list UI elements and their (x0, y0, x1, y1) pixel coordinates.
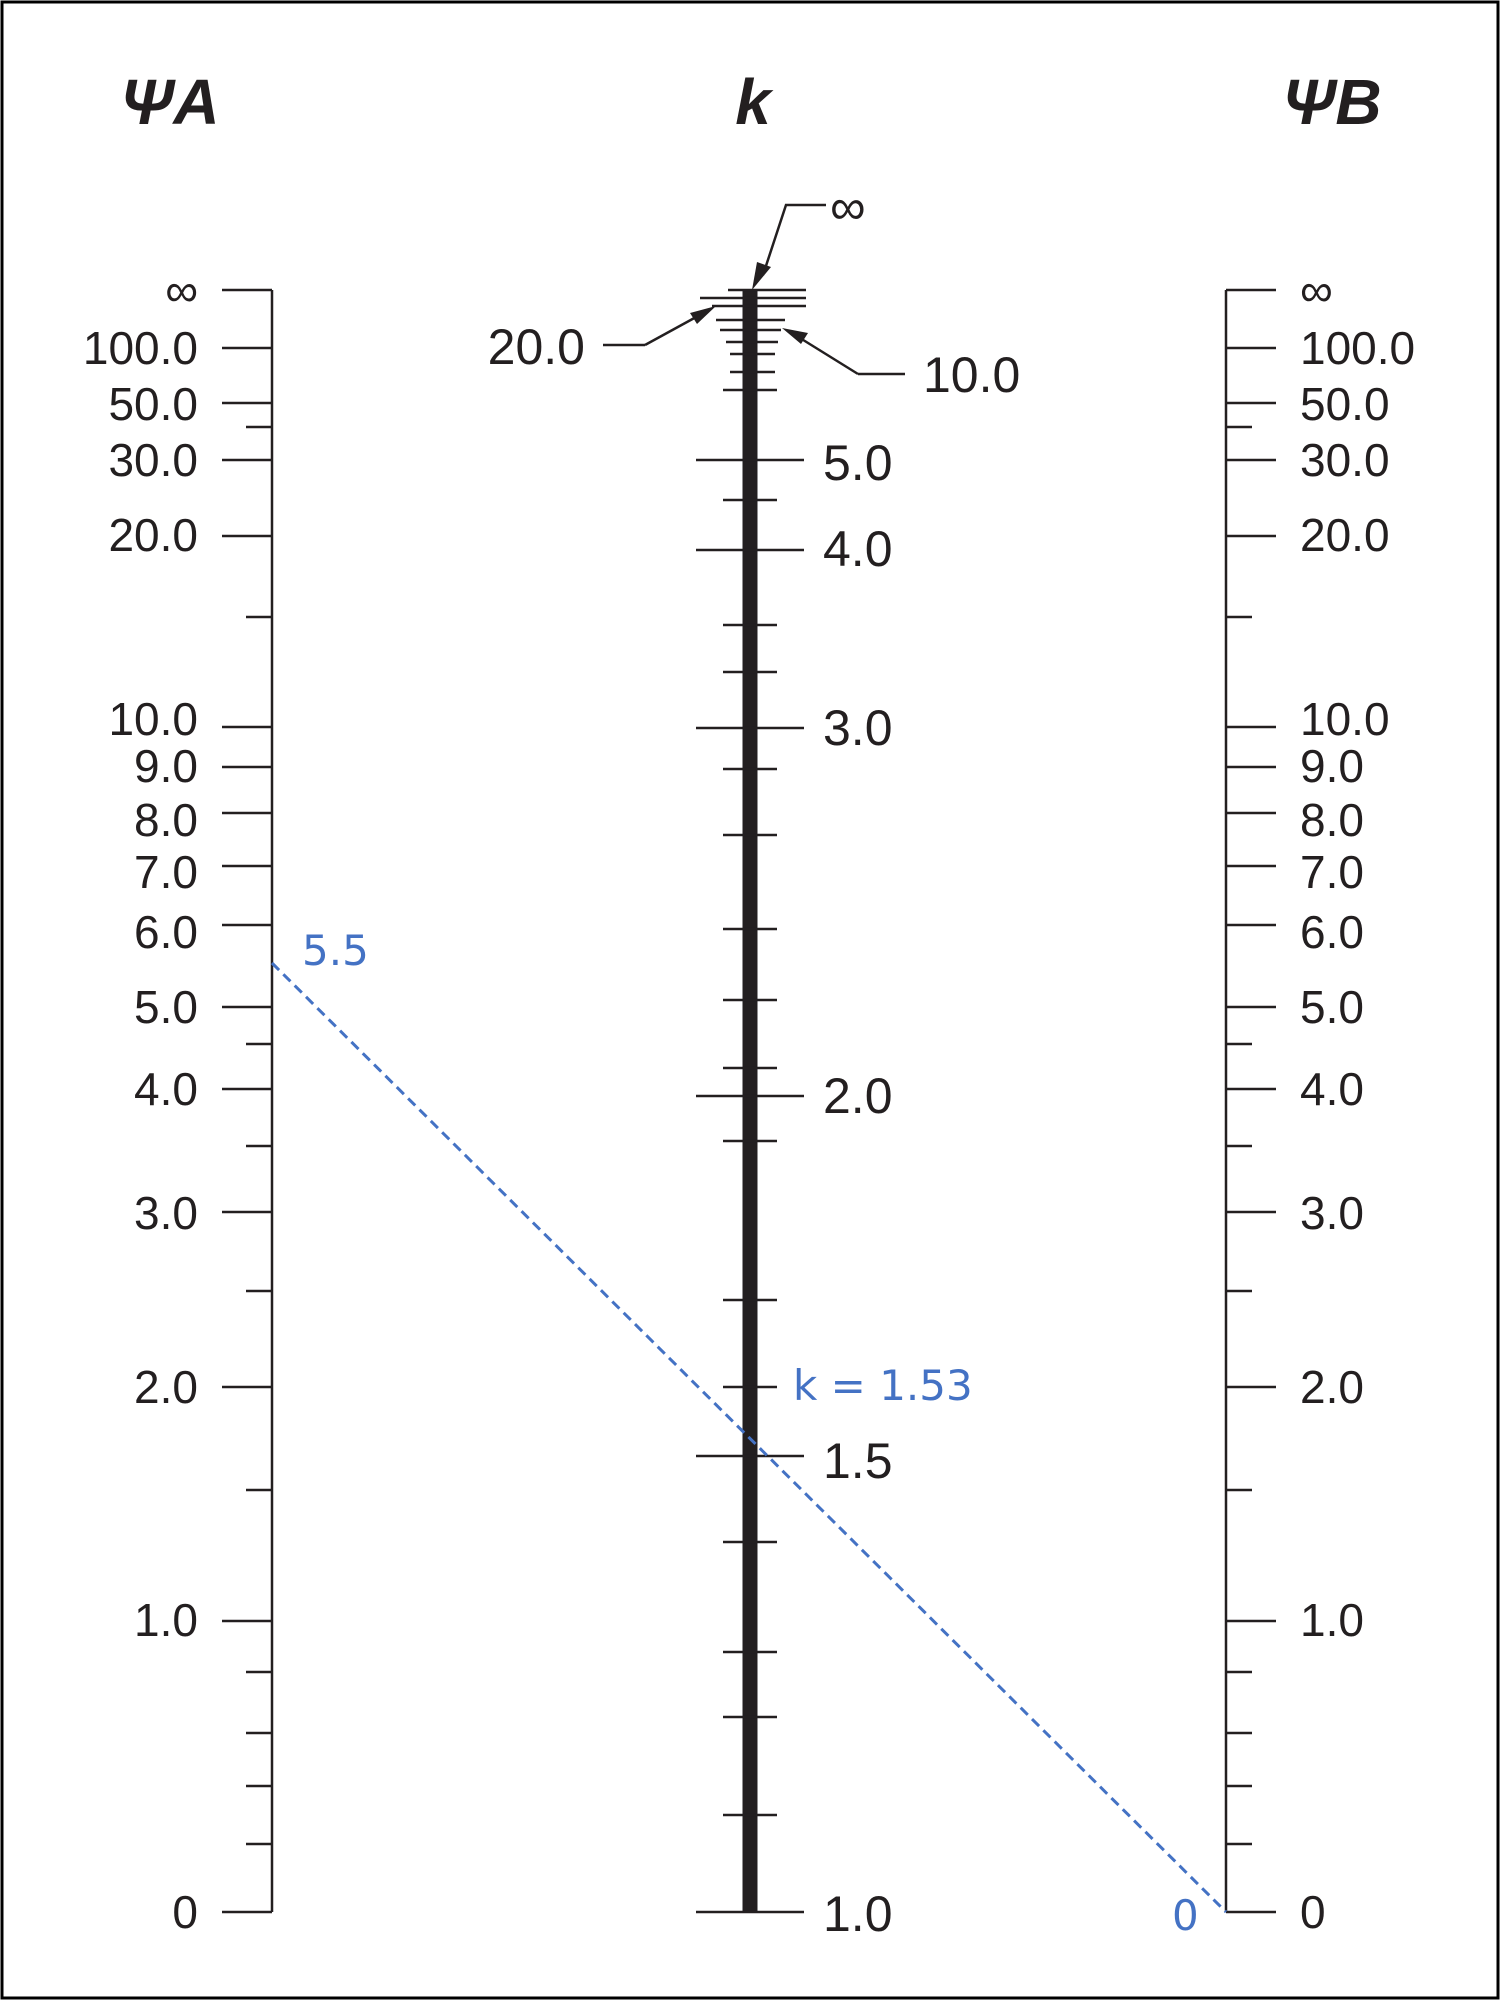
psi-b-label-3: 3.0 (1300, 1187, 1364, 1239)
psi-b-label-8: 8.0 (1300, 794, 1364, 846)
psi-a-label-inf: ∞ (165, 264, 198, 316)
k-label-1: 1.0 (823, 1886, 893, 1942)
psi-a-label-0: 0 (172, 1886, 198, 1938)
psi-b-label-6: 6.0 (1300, 906, 1364, 958)
k-label-4: 4.0 (823, 521, 893, 577)
psi-b-label-9: 9.0 (1300, 740, 1364, 792)
k-label-1-5: 1.5 (823, 1433, 893, 1489)
k-10-arrowhead (782, 328, 808, 344)
psi-a-label-5: 5.0 (134, 981, 198, 1033)
psi-a-label-20: 20.0 (108, 509, 198, 561)
k-callout-20: 20.0 (488, 319, 585, 375)
k-label-3: 3.0 (823, 700, 893, 756)
k-header: k (735, 66, 774, 138)
psi-b-label-20: 20.0 (1300, 509, 1390, 561)
psi-a-label-50: 50.0 (108, 378, 198, 430)
psi-a-axis: ∞ 100.0 50.0 30.0 20.0 10.0 9.0 8.0 7.0 … (83, 264, 274, 1938)
psi-b-label-5: 5.0 (1300, 981, 1364, 1033)
psi-b-label-50: 50.0 (1300, 378, 1390, 430)
psi-a-label-30: 30.0 (108, 434, 198, 486)
psi-b-label-4: 4.0 (1300, 1063, 1364, 1115)
psi-a-label-100: 100.0 (83, 322, 198, 374)
psi-a-label-10: 10.0 (108, 693, 198, 745)
psi-a-minor-ticks (246, 425, 272, 1846)
k-label-2: 2.0 (823, 1068, 893, 1124)
psi-b-label-0: 0 (1300, 1886, 1326, 1938)
psi-a-label-3: 3.0 (134, 1187, 198, 1239)
psi-a-label-2: 2.0 (134, 1361, 198, 1413)
psi-b-ticks (1226, 288, 1276, 1914)
psi-b-label-1: 1.0 (1300, 1594, 1364, 1646)
psi-b-label-10: 10.0 (1300, 693, 1390, 745)
psi-a-value-label: 5.5 (302, 926, 369, 975)
k-inf-leader (761, 203, 826, 276)
k-ticks (696, 388, 804, 1914)
psi-a-label-1: 1.0 (134, 1594, 198, 1646)
k-10-leader-d (799, 336, 859, 376)
alignment-line (270, 961, 1228, 1914)
psi-b-label-100: 100.0 (1300, 322, 1415, 374)
k-20-leader-d (644, 314, 699, 347)
psi-b-minor-ticks (1226, 425, 1252, 1846)
solution-annotation: 5.5 0 k = 1.53 (270, 926, 1228, 1940)
psi-b-label-2: 2.0 (1300, 1361, 1364, 1413)
psi-a-label-4: 4.0 (134, 1063, 198, 1115)
psi-a-header: ΨA (120, 66, 219, 138)
k-axis: ∞ 20.0 10.0 5.0 4.0 3.0 2.0 1.5 1.0 (488, 179, 1021, 1942)
k-callout-10: 10.0 (923, 347, 1020, 403)
k-result-label: k = 1.53 (793, 1361, 973, 1410)
psi-b-label-7: 7.0 (1300, 846, 1364, 898)
psi-a-label-6: 6.0 (134, 906, 198, 958)
psi-a-label-7: 7.0 (134, 846, 198, 898)
psi-b-label-inf: ∞ (1300, 264, 1333, 316)
psi-a-label-8: 8.0 (134, 794, 198, 846)
k-inf-label: ∞ (830, 179, 866, 235)
psi-b-value-label: 0 (1172, 1891, 1199, 1940)
k-20-arrowhead (690, 306, 716, 324)
k-label-5: 5.0 (823, 435, 893, 491)
psi-b-header: ΨB (1282, 66, 1381, 138)
psi-b-axis: ∞ 100.0 50.0 30.0 20.0 10.0 9.0 8.0 7.0 … (1224, 264, 1415, 1938)
psi-b-label-30: 30.0 (1300, 434, 1390, 486)
psi-a-label-9: 9.0 (134, 740, 198, 792)
psi-a-ticks (222, 288, 272, 1914)
k-inf-arrowhead (752, 262, 771, 290)
